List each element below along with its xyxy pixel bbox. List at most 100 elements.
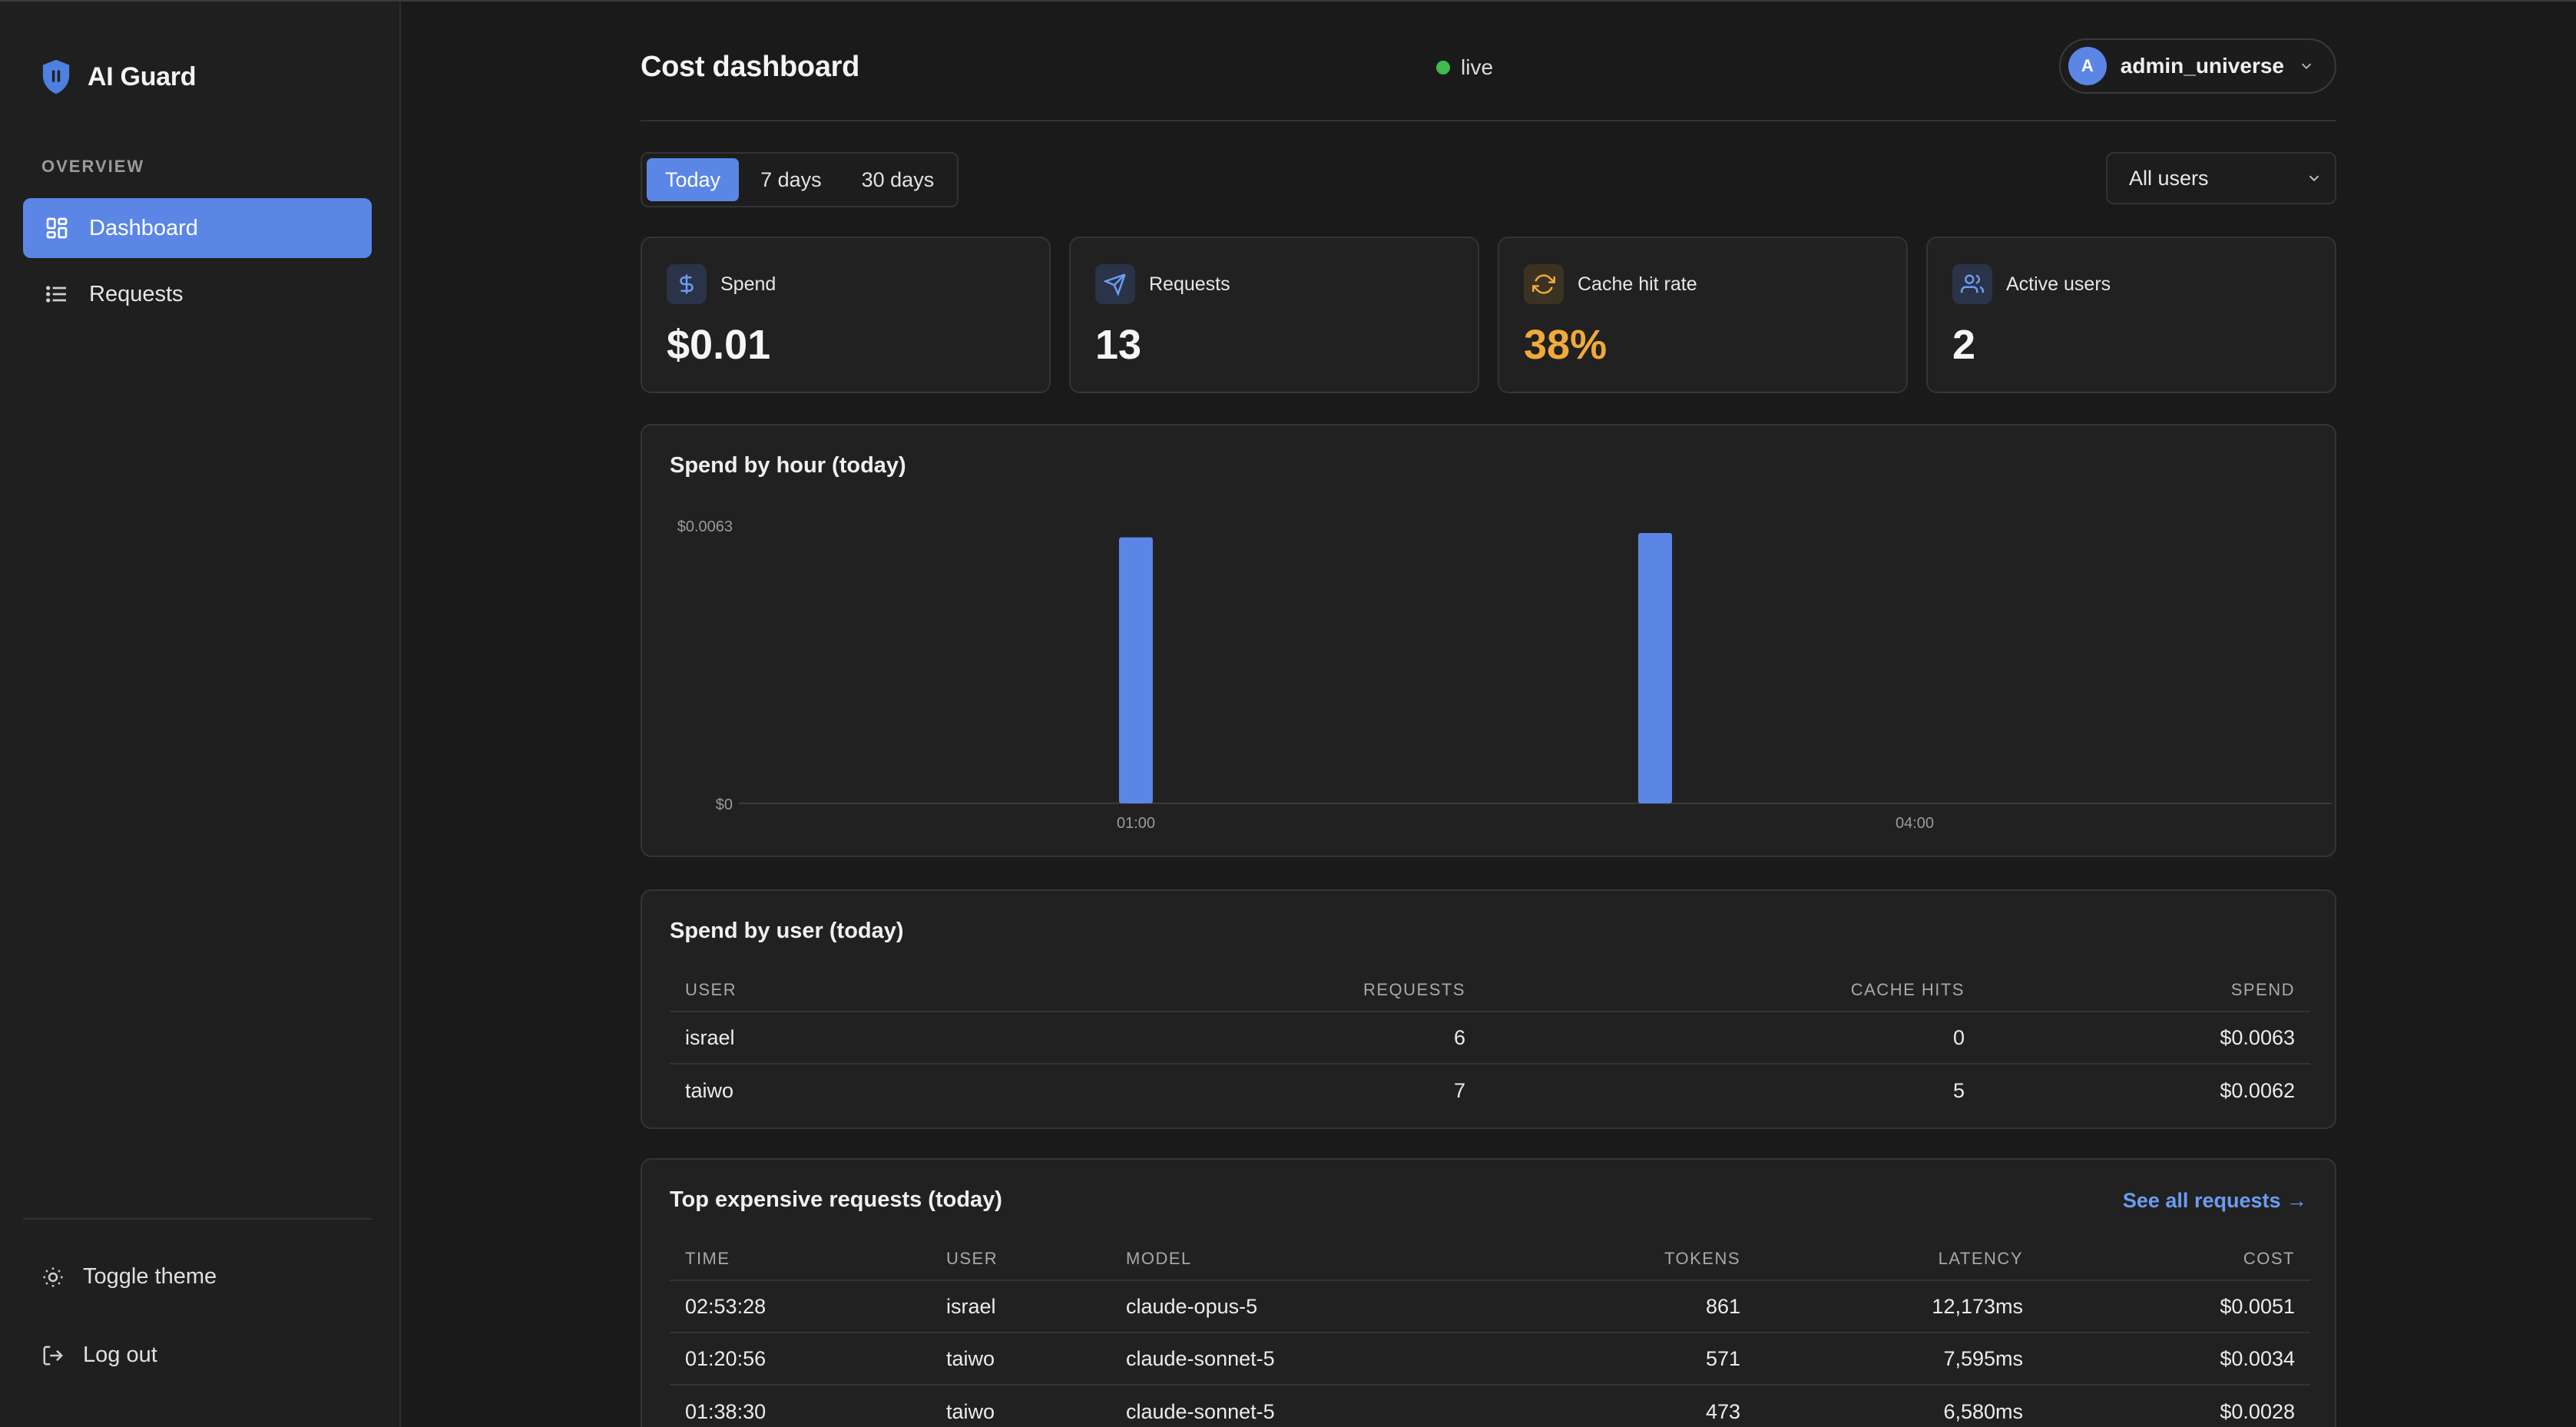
stat-value: 2 xyxy=(1952,322,1976,368)
see-all-requests-link[interactable]: See all requests → xyxy=(2122,1189,2307,1212)
logout-icon xyxy=(43,1346,64,1365)
stat-label: Spend xyxy=(720,273,776,295)
requests-table-title: Top expensive requests (today) xyxy=(670,1187,1002,1212)
user-menu-button[interactable]: A admin_universe xyxy=(2058,38,2336,94)
spend-by-user-table: USER REQUESTS CACHE HITS SPEND israel 6 … xyxy=(670,969,2310,1117)
stat-header: Spend xyxy=(667,264,776,304)
refresh-icon xyxy=(1524,264,1564,304)
table-header-row: TIME USER MODEL TOKENS LATENCY COST xyxy=(670,1238,2310,1281)
users-icon xyxy=(1952,264,1992,304)
sidebar-item-dashboard[interactable]: Dashboard xyxy=(23,198,372,258)
toggle-theme-button[interactable]: Toggle theme xyxy=(41,1264,217,1290)
brand[interactable]: AI Guard xyxy=(40,58,196,95)
column-header: MODEL xyxy=(1126,1249,1192,1268)
stat-label: Requests xyxy=(1149,273,1230,295)
live-status: live xyxy=(1436,55,1493,80)
stat-header: Active users xyxy=(1952,264,2111,304)
cell-cost: $0.0034 xyxy=(2220,1346,2295,1370)
column-header: CACHE HITS xyxy=(1850,980,1965,999)
table-header-row: USER REQUESTS CACHE HITS SPEND xyxy=(670,969,2310,1012)
shield-logo-icon xyxy=(42,59,70,94)
logout-label: Log out xyxy=(83,1343,157,1367)
tab-today[interactable]: Today xyxy=(647,158,740,201)
cell-model: claude-opus-5 xyxy=(1126,1294,1258,1318)
page-header: Cost dashboard live A admin_universe xyxy=(641,38,2336,121)
cell-cost: $0.0051 xyxy=(2220,1294,2295,1318)
cell-cache-hits: 5 xyxy=(1952,1078,1965,1102)
stat-label: Active users xyxy=(2006,273,2111,295)
stat-card-cache-hit-rate: Cache hit rate 38% xyxy=(1498,237,1908,393)
table-row[interactable]: 01:38:30 taiwo claude-sonnet-5 473 6,580… xyxy=(670,1386,2310,1427)
stat-label: Cache hit rate xyxy=(1578,273,1697,295)
user-filter-select[interactable]: All users xyxy=(2106,152,2336,204)
table-row: taiwo 7 5 $0.0062 xyxy=(670,1064,2310,1117)
cell-requests: 7 xyxy=(1453,1078,1465,1102)
sidebar-item-label: Dashboard xyxy=(89,215,198,240)
dollar-icon xyxy=(667,264,707,304)
cell-spend: $0.0063 xyxy=(2220,1025,2295,1049)
cell-user: taiwo xyxy=(946,1346,995,1370)
cell-model: claude-sonnet-5 xyxy=(1126,1399,1275,1423)
user-name: admin_universe xyxy=(2120,54,2284,78)
x-tick-label: 01:00 xyxy=(1117,815,1155,832)
list-icon xyxy=(46,286,66,303)
brand-name: AI Guard xyxy=(88,61,197,91)
cell-time: 02:53:28 xyxy=(685,1294,767,1318)
cell-cache-hits: 0 xyxy=(1952,1025,1965,1049)
stat-card-active-users: Active users 2 xyxy=(1926,237,2336,393)
column-header: USER xyxy=(685,980,737,999)
table-row: israel 6 0 $0.0063 xyxy=(670,1012,2310,1064)
send-icon xyxy=(1095,264,1135,304)
sidebar-divider xyxy=(23,1218,372,1220)
cell-requests: 6 xyxy=(1453,1025,1465,1049)
cell-cost: $0.0028 xyxy=(2220,1399,2295,1423)
live-status-label: live xyxy=(1461,55,1494,79)
table-row[interactable]: 02:53:28 israel claude-opus-5 861 12,173… xyxy=(670,1281,2310,1333)
user-table-title: Spend by user (today) xyxy=(670,919,904,943)
cell-user: israel xyxy=(946,1294,996,1318)
tab-7-days[interactable]: 7 days xyxy=(760,168,822,191)
stat-value: $0.01 xyxy=(667,322,771,368)
column-header: TIME xyxy=(685,1249,730,1268)
cell-latency: 12,173ms xyxy=(1932,1294,2023,1318)
avatar: A xyxy=(2068,47,2107,85)
section-label-overview: OVERVIEW xyxy=(41,157,145,176)
tab-30-days[interactable]: 30 days xyxy=(861,168,935,191)
y-tick-label: $0 xyxy=(716,796,733,813)
stat-card-requests: Requests 13 xyxy=(1069,237,1479,393)
cell-tokens: 571 xyxy=(1705,1346,1740,1370)
sun-icon xyxy=(43,1267,63,1286)
chart-bar xyxy=(1119,537,1153,803)
cell-time: 01:20:56 xyxy=(685,1346,767,1370)
cell-user: taiwo xyxy=(946,1399,995,1423)
top-requests-table: TIME USER MODEL TOKENS LATENCY COST 02:5… xyxy=(670,1238,2310,1427)
column-header: LATENCY xyxy=(1938,1249,2023,1268)
spend-by-user-card: Spend by user (today) USER REQUESTS CACH… xyxy=(641,889,2336,1129)
cell-latency: 7,595ms xyxy=(1943,1346,2023,1370)
dashboard-icon xyxy=(46,217,68,239)
column-header: USER xyxy=(946,1249,998,1268)
cell-spend: $0.0062 xyxy=(2220,1078,2295,1102)
date-range-tabs: Today 7 days 30 days xyxy=(641,152,959,207)
sidebar-item-requests[interactable]: Requests xyxy=(23,264,372,324)
stat-header: Requests xyxy=(1095,264,1230,304)
table-row[interactable]: 01:20:56 taiwo claude-sonnet-5 571 7,595… xyxy=(670,1333,2310,1386)
cell-tokens: 473 xyxy=(1705,1399,1740,1423)
user-filter-value: All users xyxy=(2129,166,2209,190)
chevron-down-icon xyxy=(2301,63,2312,70)
chart-bar xyxy=(1638,533,1672,803)
cell-latency: 6,580ms xyxy=(1943,1399,2023,1423)
cell-user: israel xyxy=(685,1025,735,1049)
column-header: COST xyxy=(2243,1249,2295,1268)
cell-tokens: 861 xyxy=(1705,1294,1740,1318)
chart-title: Spend by hour (today) xyxy=(670,453,906,478)
page-title: Cost dashboard xyxy=(641,51,860,83)
cell-model: claude-sonnet-5 xyxy=(1126,1346,1275,1370)
logout-button[interactable]: Log out xyxy=(41,1343,157,1368)
top-expensive-requests-card: Top expensive requests (today) See all r… xyxy=(641,1158,2336,1427)
toggle-theme-label: Toggle theme xyxy=(83,1264,217,1289)
cell-user: taiwo xyxy=(685,1078,734,1102)
spend-by-hour-chart: $0 $0.0063 01:00 04:00 xyxy=(677,518,2332,832)
live-status-dot-icon xyxy=(1436,61,1450,74)
